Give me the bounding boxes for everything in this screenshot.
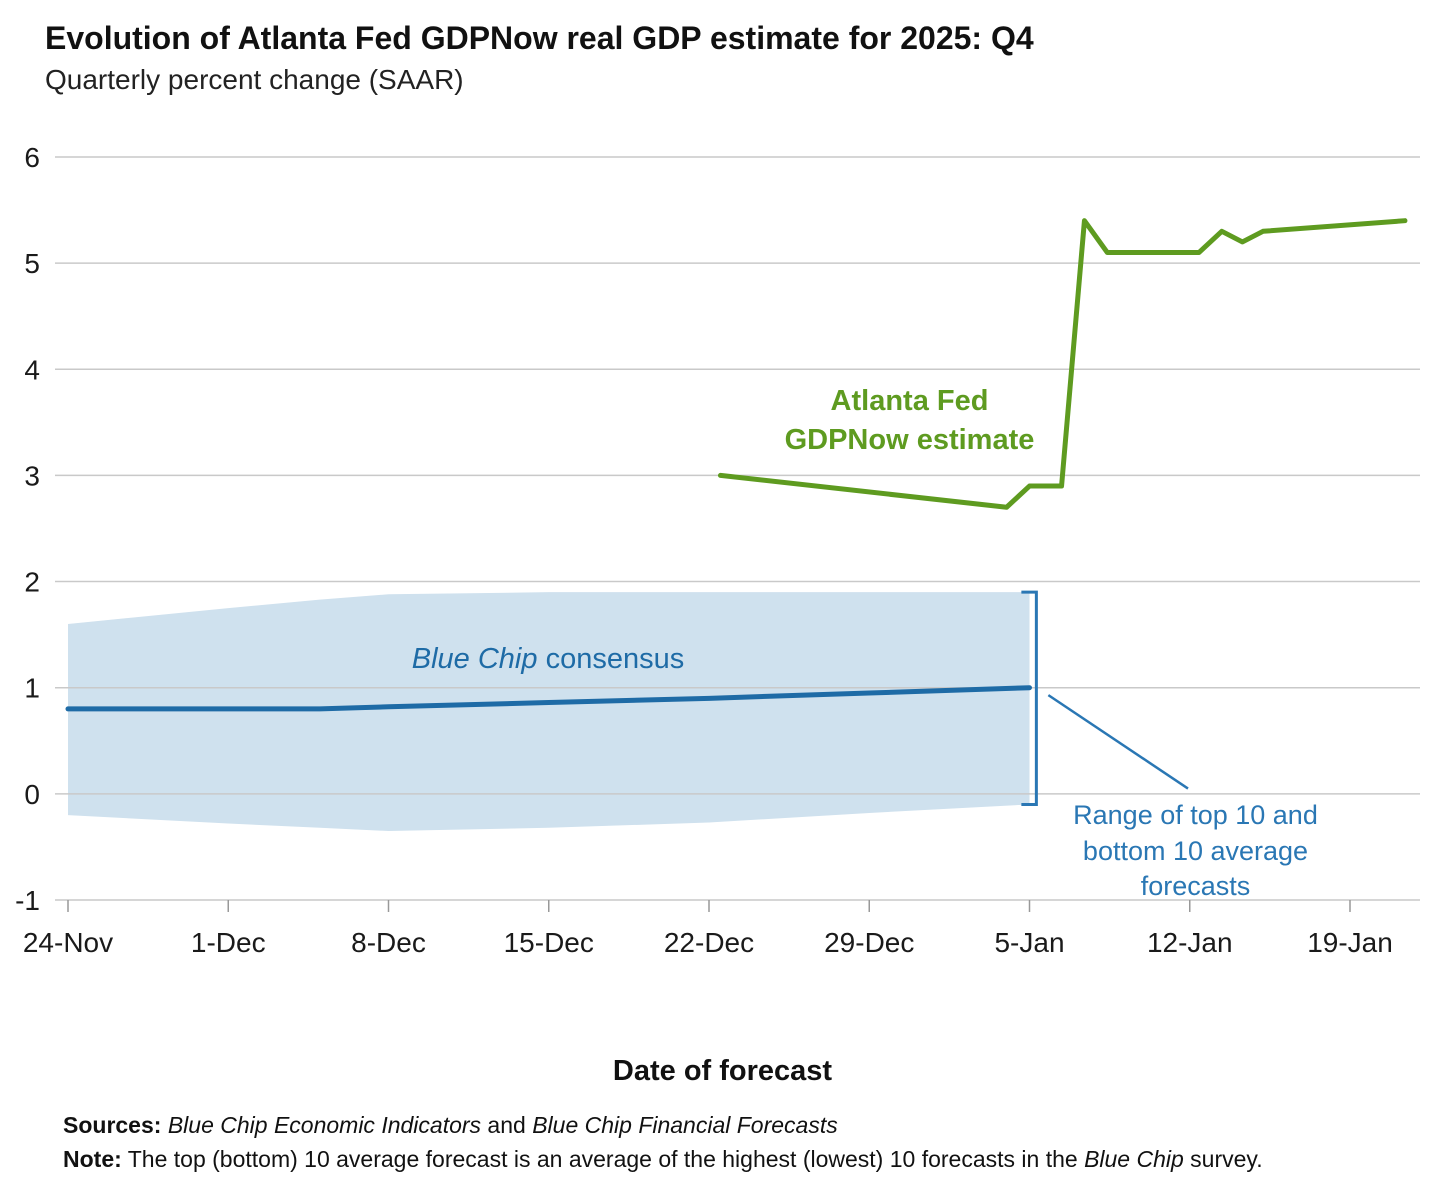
y-tick-label: 4 xyxy=(24,354,40,385)
range-annotation-label: Range of top 10 and bottom 10 average fo… xyxy=(1073,800,1318,902)
y-tick-label: 1 xyxy=(24,673,40,704)
y-tick-label: 3 xyxy=(24,460,40,491)
y-tick-label: -1 xyxy=(15,885,40,916)
range-callout-line xyxy=(1047,694,1189,790)
bluechip-label-rest: consensus xyxy=(537,643,685,675)
bluechip-series-label: Blue Chip consensus xyxy=(378,643,718,676)
note-text-1: The top (bottom) 10 average forecast is … xyxy=(121,1146,1085,1172)
x-tick-label: 1-Dec xyxy=(191,927,266,958)
x-tick-label: 22-Dec xyxy=(664,927,754,958)
note-italic: Blue Chip xyxy=(1084,1146,1184,1172)
note-label: Note: xyxy=(63,1146,122,1172)
range-bracket xyxy=(1021,590,1038,806)
note-text-2: survey. xyxy=(1183,1146,1263,1172)
y-tick-label: 2 xyxy=(24,567,40,598)
sources-label: Sources: xyxy=(63,1112,168,1138)
chart-canvas: 6 5 4 3 2 1 0 -1 24-Nov 1-Dec 8-Dec 15-Dec 22-Dec 29-… xyxy=(15,142,1420,958)
x-tick-label: 29-Dec xyxy=(824,927,914,958)
x-tick-label: 24-Nov xyxy=(23,927,113,958)
y-tick-label: 0 xyxy=(24,779,40,810)
x-tick-label: 8-Dec xyxy=(351,927,426,958)
x-tick-label: 15-Dec xyxy=(504,927,594,958)
x-tick-label: 19-Jan xyxy=(1307,927,1393,958)
bluechip-label-italic: Blue Chip xyxy=(411,643,538,675)
chart-title: Evolution of Atlanta Fed GDPNow real GDP… xyxy=(45,20,1034,56)
note-line: Note: The top (bottom) 10 average foreca… xyxy=(63,1146,1263,1173)
sources-and: and xyxy=(481,1112,533,1138)
bluechip-line xyxy=(65,685,1032,712)
sources-name-2: Blue Chip Financial Forecasts xyxy=(532,1112,838,1138)
x-axis-title: Date of forecast xyxy=(612,1055,833,1087)
forecast-range-band xyxy=(68,592,1030,831)
chart-subtitle: Quarterly percent change (SAAR) xyxy=(45,64,464,95)
x-tick-label: 12-Jan xyxy=(1147,927,1233,958)
y-tick-label: 5 xyxy=(24,248,40,279)
chart-area: 6 5 4 3 2 1 0 -1 24-Nov 1-Dec 8-Dec 15-Dec 22-Dec 29-… xyxy=(0,120,1445,980)
gdpnow-series-label: Atlanta Fed GDPNow estimate xyxy=(784,385,1035,457)
sources-name-1: Blue Chip Economic Indicators xyxy=(167,1112,482,1138)
sources-line: Sources: Blue Chip Economic Indicators a… xyxy=(63,1112,838,1139)
gdpnow-line xyxy=(717,218,1408,510)
y-tick-label: 6 xyxy=(24,142,40,173)
x-tick-label: 5-Jan xyxy=(994,927,1064,958)
